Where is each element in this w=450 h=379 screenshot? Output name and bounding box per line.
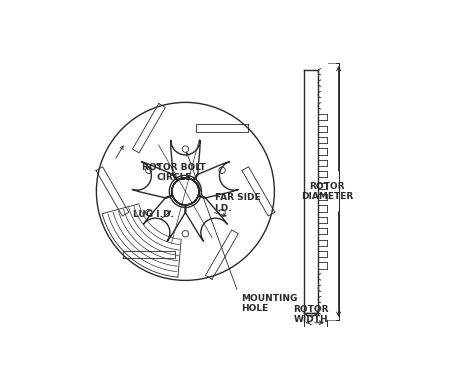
Text: LUG I.D.: LUG I.D. <box>133 210 174 219</box>
Text: ROTOR BOLT
CIRCLE: ROTOR BOLT CIRCLE <box>142 163 206 182</box>
Text: MOUNTING
HOLE: MOUNTING HOLE <box>241 294 297 313</box>
Text: FAR SIDE
I.D.: FAR SIDE I.D. <box>215 193 260 213</box>
Text: ROTOR
DIAMETER: ROTOR DIAMETER <box>301 182 353 201</box>
Text: ROTOR
WIDTH: ROTOR WIDTH <box>293 305 328 324</box>
